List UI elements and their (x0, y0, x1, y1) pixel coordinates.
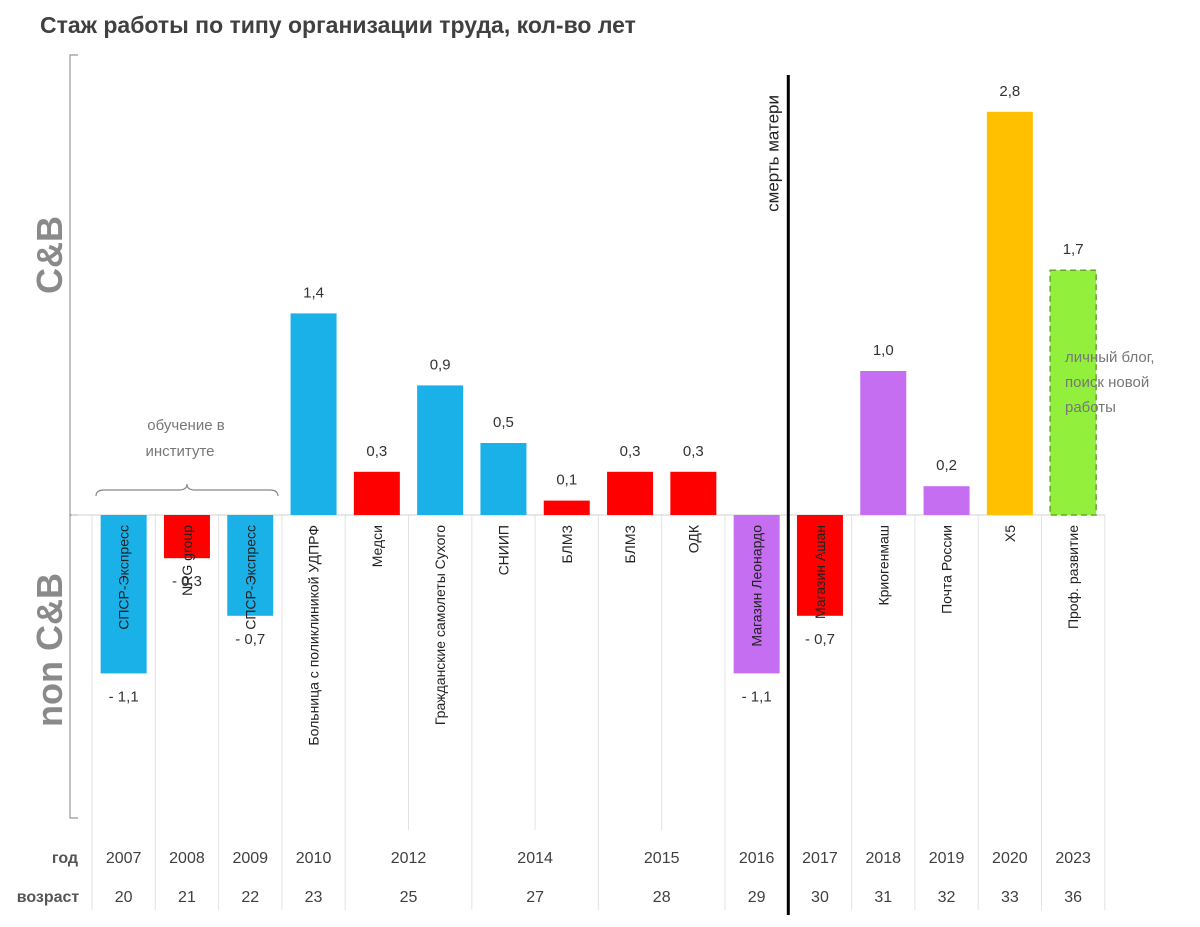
age-label: 31 (874, 889, 892, 906)
bar (1049, 269, 1097, 516)
category-label: Криогенмаш (875, 525, 891, 606)
bar (796, 515, 843, 616)
data-label: - 0,7 (805, 631, 835, 648)
year-label: 2010 (296, 850, 332, 867)
bar (163, 515, 210, 559)
category-label: БЛМЗ (622, 525, 638, 564)
year-label: 2007 (106, 850, 142, 867)
data-label: 0,3 (366, 443, 387, 460)
data-label: - 0,3 (172, 573, 202, 590)
data-label: - 1,1 (109, 688, 139, 705)
data-label: - 0,7 (235, 631, 265, 648)
data-label: 2,8 (999, 83, 1020, 100)
year-label: 2019 (929, 850, 965, 867)
chart-title: Стаж работы по типу организации труда, к… (40, 12, 636, 38)
year-label: 2023 (1055, 850, 1091, 867)
category-label: NRG group (179, 525, 195, 596)
data-label: 1,0 (873, 342, 894, 359)
year-label: 2009 (232, 850, 268, 867)
bar (733, 515, 780, 674)
category-label: Магазин Леонардо (749, 525, 765, 647)
category-label: Магазин Ашан (812, 525, 828, 619)
category-label: СПСР-Экспресс (242, 525, 258, 630)
annotation-blog-line: личный блог, (1065, 349, 1155, 366)
age-label: 20 (115, 889, 133, 906)
year-label: 2008 (169, 850, 205, 867)
annotation-study-line2: институте (146, 443, 215, 460)
age-label: 22 (241, 889, 259, 906)
data-label: 0,3 (683, 443, 704, 460)
row-label-year: год (52, 850, 78, 867)
bar (480, 443, 527, 515)
data-label: 0,1 (556, 472, 577, 489)
bar (227, 515, 274, 616)
data-label: - 1,1 (742, 688, 772, 705)
year-label: 2015 (644, 850, 680, 867)
zone-label-noncb: non C&B (29, 573, 70, 727)
year-label: 2014 (517, 850, 553, 867)
bar (860, 371, 907, 515)
bar (543, 500, 590, 515)
annotation-blog-line: поиск новой (1065, 374, 1149, 391)
y-bracket (69, 54, 78, 819)
category-label: Гражданские самолеты Сухого (432, 525, 448, 725)
data-label: 0,3 (620, 443, 641, 460)
bar (607, 471, 654, 515)
bar (353, 471, 400, 515)
category-label: СПСР-Экспресс (116, 525, 132, 630)
data-label: 0,5 (493, 414, 514, 431)
category-label: Почта России (939, 525, 955, 614)
category-label: ОДК (685, 524, 701, 553)
age-label: 30 (811, 889, 829, 906)
age-label: 27 (526, 889, 544, 906)
category-label: Х5 (1002, 525, 1018, 542)
annotation-blog-line: работы (1065, 399, 1116, 416)
bar (923, 486, 970, 515)
bar (417, 385, 464, 515)
age-label: 33 (1001, 889, 1019, 906)
bar (986, 111, 1033, 516)
age-label: 36 (1064, 889, 1082, 906)
data-label: 1,7 (1063, 241, 1084, 258)
year-label: 2012 (391, 850, 427, 867)
data-label: 0,2 (936, 457, 957, 474)
year-label: 2018 (865, 850, 901, 867)
category-label: Больница с поликлиникой УДПРФ (306, 525, 322, 746)
bar (290, 313, 337, 515)
category-label: БЛМЗ (559, 525, 575, 564)
zone-label-cb: C&B (29, 216, 70, 294)
bar (670, 471, 717, 515)
age-label: 23 (305, 889, 323, 906)
annotation-study-line1: обучение в (147, 417, 224, 434)
data-label: 1,4 (303, 284, 324, 301)
annotation-death: смерть матери (763, 95, 782, 212)
bar (100, 515, 147, 674)
age-label: 25 (400, 889, 418, 906)
age-label: 21 (178, 889, 196, 906)
year-label: 2016 (739, 850, 775, 867)
data-label: 0,9 (430, 356, 451, 373)
row-label-age: возраст (17, 889, 80, 906)
category-label: СНИИП (495, 525, 511, 575)
age-label: 29 (748, 889, 766, 906)
study-brace (95, 483, 279, 497)
year-label: 2020 (992, 850, 1028, 867)
age-label: 32 (938, 889, 956, 906)
category-label: Проф. развитие (1065, 525, 1081, 629)
category-label: Медси (369, 525, 385, 567)
year-label: 2017 (802, 850, 838, 867)
age-label: 28 (653, 889, 671, 906)
